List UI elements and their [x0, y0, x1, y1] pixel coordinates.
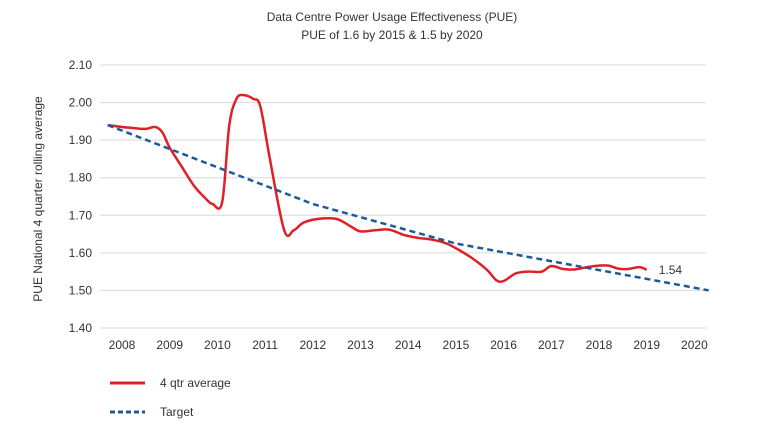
- x-tick-label: 2013: [347, 338, 374, 352]
- annotations: 1.54: [659, 263, 683, 277]
- x-tick-label: 2011: [252, 338, 278, 352]
- x-tick-label: 2019: [633, 338, 660, 352]
- chart-subtitle: PUE of 1.6 by 2015 & 1.5 by 2020: [301, 28, 483, 42]
- x-tick-label: 2015: [443, 338, 470, 352]
- y-tick-label: 1.80: [69, 171, 93, 185]
- y-tick-label: 1.40: [69, 321, 93, 335]
- x-tick-label: 2016: [490, 338, 517, 352]
- y-tick-label: 1.70: [69, 208, 93, 222]
- legend: 4 qtr average Target: [110, 376, 231, 419]
- y-axis-label: PUE National 4 quarter rolling average: [31, 96, 45, 302]
- y-tick-label: 2.10: [69, 58, 93, 72]
- chart-title: Data Centre Power Usage Effectiveness (P…: [267, 10, 518, 24]
- x-tick-labels: 2008 2009 2010 2011 2012 2013 2014 2015 2016 2017…: [109, 338, 708, 352]
- y-tick-label: 1.50: [69, 283, 93, 297]
- x-tick-label: 2009: [156, 338, 183, 352]
- series-line-target: [107, 123, 709, 292]
- x-tick-label: 2010: [204, 338, 231, 352]
- series-lines: [107, 93, 709, 292]
- x-tick-label: 2018: [586, 338, 613, 352]
- y-tick-label: 1.60: [69, 246, 93, 260]
- legend-label-4qtr-average: 4 qtr average: [160, 376, 231, 390]
- y-tick-labels: 1.40 1.50 1.60 1.70 1.80 1.90 2.00 2.10: [69, 58, 93, 335]
- x-tick-label: 2012: [299, 338, 326, 352]
- grid-lines: [100, 64, 706, 329]
- y-tick-label: 2.00: [69, 96, 93, 110]
- series-line-4qtr-average: [107, 93, 648, 284]
- x-tick-label: 2017: [538, 338, 565, 352]
- x-tick-label: 2008: [109, 338, 136, 352]
- x-tick-label: 2014: [395, 338, 422, 352]
- y-tick-label: 1.90: [69, 133, 93, 147]
- x-tick-label: 2020: [681, 338, 708, 352]
- legend-label-target: Target: [160, 405, 194, 419]
- end-value-annotation: 1.54: [659, 263, 683, 277]
